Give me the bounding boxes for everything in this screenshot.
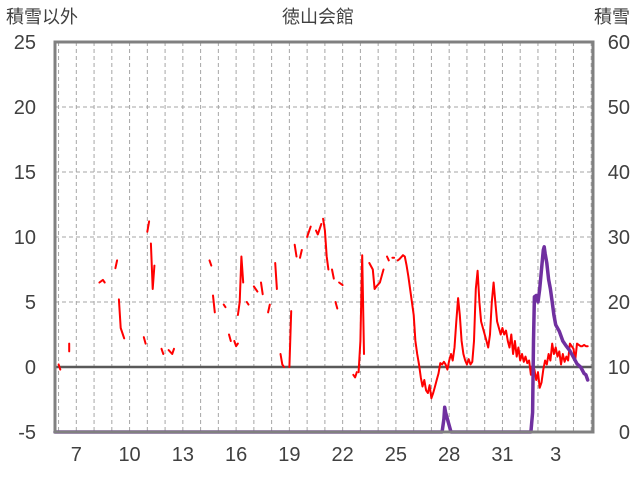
series-line <box>228 333 232 342</box>
left-axis: -5 0 5 10 15 20 25 <box>14 32 36 444</box>
right-axis-label: 積雪 <box>594 7 630 28</box>
x-tick-label: 19 <box>278 444 300 466</box>
left-tick-label: 20 <box>14 97 36 119</box>
x-tick-label: 13 <box>172 444 194 466</box>
series <box>53 217 590 434</box>
left-tick-label: 0 <box>25 357 36 379</box>
series-line <box>322 217 330 271</box>
left-tick-label: -5 <box>18 422 36 444</box>
series-line <box>260 281 264 296</box>
temperature-series <box>57 217 589 400</box>
series-line <box>233 340 239 348</box>
snow-series <box>53 245 590 434</box>
series-line <box>274 262 278 290</box>
left-tick-label: 5 <box>25 292 36 314</box>
series-line <box>315 223 323 236</box>
x-tick-label: 31 <box>491 444 513 466</box>
series-line <box>338 281 344 287</box>
series-line <box>279 353 285 368</box>
x-tick-label: 3 <box>550 444 561 466</box>
series-line <box>386 255 390 262</box>
series-line <box>53 245 590 434</box>
series-line <box>331 268 335 280</box>
series-line <box>114 259 119 270</box>
right-tick-label: 30 <box>608 227 630 249</box>
series-line <box>288 310 293 368</box>
series-line <box>352 371 358 379</box>
series-line <box>208 259 213 267</box>
series-line <box>57 363 62 371</box>
series-line <box>368 262 385 290</box>
x-tick-label: 22 <box>332 444 354 466</box>
series-line <box>245 301 250 306</box>
series-line <box>293 243 298 258</box>
series-line <box>160 347 165 355</box>
series-line <box>142 336 147 345</box>
x-tick-label: 10 <box>118 444 140 466</box>
x-tick-label: 25 <box>385 444 407 466</box>
series-line <box>396 254 589 400</box>
series-line <box>267 303 271 314</box>
plot-frame <box>53 40 595 434</box>
x-axis: 7 10 13 16 19 22 25 28 31 3 <box>71 444 562 466</box>
series-line <box>146 220 151 233</box>
left-tick-label: 25 <box>14 32 36 54</box>
left-axis-label: 積雪以外 <box>6 7 78 28</box>
series-line <box>212 294 216 314</box>
right-axis: 0 10 20 30 40 50 60 <box>608 32 630 444</box>
right-tick-label: 50 <box>608 97 630 119</box>
grid <box>55 42 593 432</box>
right-tick-label: 40 <box>608 162 630 184</box>
series-line <box>299 249 303 259</box>
right-tick-label: 0 <box>619 422 630 444</box>
right-tick-label: 20 <box>608 292 630 314</box>
x-tick-label: 7 <box>71 444 82 466</box>
series-line <box>252 285 259 293</box>
series-line <box>306 225 312 238</box>
series-line <box>236 255 245 316</box>
right-tick-label: 10 <box>608 357 630 379</box>
left-tick-label: 15 <box>14 162 36 184</box>
series-line <box>357 254 365 374</box>
chart-title: 徳山会館 <box>282 7 354 28</box>
right-tick-label: 60 <box>608 32 630 54</box>
series-line <box>167 347 175 355</box>
x-tick-label: 16 <box>225 444 247 466</box>
series-line <box>98 278 106 284</box>
x-tick-label: 28 <box>438 444 460 466</box>
left-tick-label: 10 <box>14 227 36 249</box>
series-line <box>117 298 126 340</box>
series-line <box>149 242 156 290</box>
series-line <box>222 303 227 309</box>
series-line <box>334 301 339 310</box>
